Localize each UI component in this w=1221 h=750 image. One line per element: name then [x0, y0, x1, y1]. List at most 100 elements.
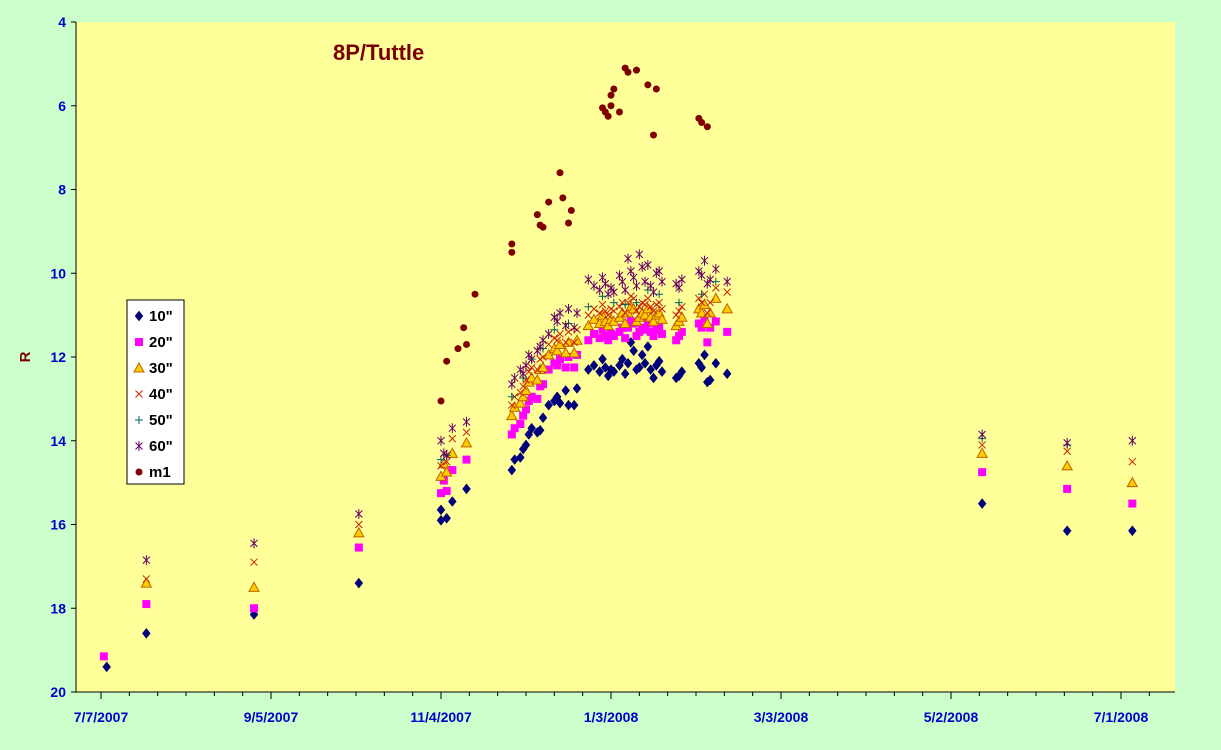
- chart-title: 8P/Tuttle: [333, 40, 424, 65]
- data-point: [443, 357, 451, 365]
- data-point: [721, 302, 734, 314]
- data-point: [618, 276, 627, 287]
- y-tick-labels: 4 6 8 10 12 14 16 18 20: [50, 14, 66, 700]
- data-point: [527, 354, 536, 365]
- data-point: [460, 324, 468, 332]
- legend-marker: [135, 468, 143, 476]
- data-point: [570, 363, 579, 372]
- data-point: [544, 328, 553, 339]
- data-point: [609, 366, 619, 378]
- data-point: [533, 345, 542, 356]
- data-point: [462, 455, 471, 464]
- legend-items: 10" 20" 30" 40" 50" 60" m1: [133, 308, 173, 481]
- data-point: [590, 280, 598, 291]
- data-point: [621, 300, 630, 309]
- data-point: [533, 365, 542, 374]
- data-point: [527, 422, 536, 434]
- data-point: [722, 368, 732, 380]
- x-tick-label: 1/3/2008: [584, 709, 639, 725]
- data-point: [711, 284, 720, 292]
- y-tick-label: 8: [58, 182, 66, 198]
- data-point: [448, 434, 457, 443]
- data-point: [508, 240, 516, 248]
- data-point: [632, 307, 641, 315]
- data-point: [437, 435, 445, 446]
- y-tick-label: 20: [50, 684, 66, 700]
- data-point: [635, 249, 644, 260]
- data-point: [510, 424, 519, 433]
- data-point: [675, 298, 683, 307]
- data-point: [521, 439, 531, 451]
- data-point: [555, 397, 565, 409]
- data-point: [595, 285, 604, 295]
- plot-area: [76, 22, 1175, 692]
- data-point: [641, 276, 649, 287]
- data-point: [250, 604, 258, 613]
- data-point: [643, 259, 652, 270]
- data-point: [544, 365, 553, 374]
- data-point: [595, 334, 604, 343]
- legend-label: 10": [149, 308, 173, 325]
- data-point: [582, 319, 595, 331]
- data-point: [1062, 525, 1072, 537]
- data-point: [584, 274, 593, 285]
- data-point: [615, 327, 624, 336]
- data-point: [561, 363, 570, 372]
- data-point: [570, 338, 579, 347]
- data-point: [635, 327, 644, 336]
- data-point: [352, 526, 365, 538]
- data-point: [711, 317, 720, 326]
- data-point: [703, 338, 712, 347]
- data-point: [505, 409, 518, 421]
- data-point: [1128, 499, 1137, 508]
- legend-label: 20": [149, 334, 173, 351]
- data-point: [977, 498, 987, 509]
- data-point: [694, 294, 703, 303]
- data-point: [448, 423, 457, 434]
- data-point: [142, 555, 151, 566]
- data-point: [533, 211, 541, 219]
- data-point: [650, 131, 657, 139]
- data-point: [658, 304, 666, 313]
- data-point: [462, 428, 471, 437]
- data-point: [621, 334, 630, 343]
- data-point: [978, 468, 987, 477]
- series-0: [102, 336, 1137, 673]
- data-point: [646, 364, 655, 375]
- data-point: [604, 311, 613, 319]
- data-point: [507, 401, 516, 410]
- data-point: [508, 248, 516, 256]
- data-point: [570, 322, 579, 333]
- data-point: [711, 277, 720, 286]
- x-tick-label: 5/2/2008: [924, 709, 979, 725]
- x-tick-label: 7/1/2008: [1094, 709, 1149, 725]
- data-point: [524, 349, 533, 360]
- data-point: [675, 332, 683, 341]
- data-point: [1063, 484, 1072, 493]
- data-point: [629, 272, 638, 283]
- x-tick-label: 7/7/2007: [74, 709, 129, 725]
- data-point: [703, 309, 712, 317]
- data-point: [701, 317, 714, 328]
- data-point: [657, 366, 667, 378]
- data-point: [705, 374, 715, 386]
- y-tick-label: 14: [50, 433, 66, 449]
- data-point: [544, 399, 553, 411]
- data-point: [519, 411, 528, 420]
- series-5: [142, 249, 1137, 566]
- data-point: [550, 312, 559, 323]
- legend-marker: [135, 441, 143, 451]
- data-point: [643, 319, 652, 328]
- data-point: [607, 102, 615, 110]
- data-point: [620, 368, 630, 380]
- y-tick-label: 12: [50, 349, 66, 365]
- data-point: [978, 429, 987, 440]
- data-point: [723, 288, 732, 296]
- data-point: [519, 382, 528, 391]
- data-point: [471, 290, 479, 298]
- x-tick-label: 3/3/2008: [754, 709, 809, 725]
- legend-label: 40": [149, 386, 173, 403]
- legend-marker: [135, 338, 143, 346]
- data-point: [621, 285, 630, 295]
- data-point: [629, 345, 638, 357]
